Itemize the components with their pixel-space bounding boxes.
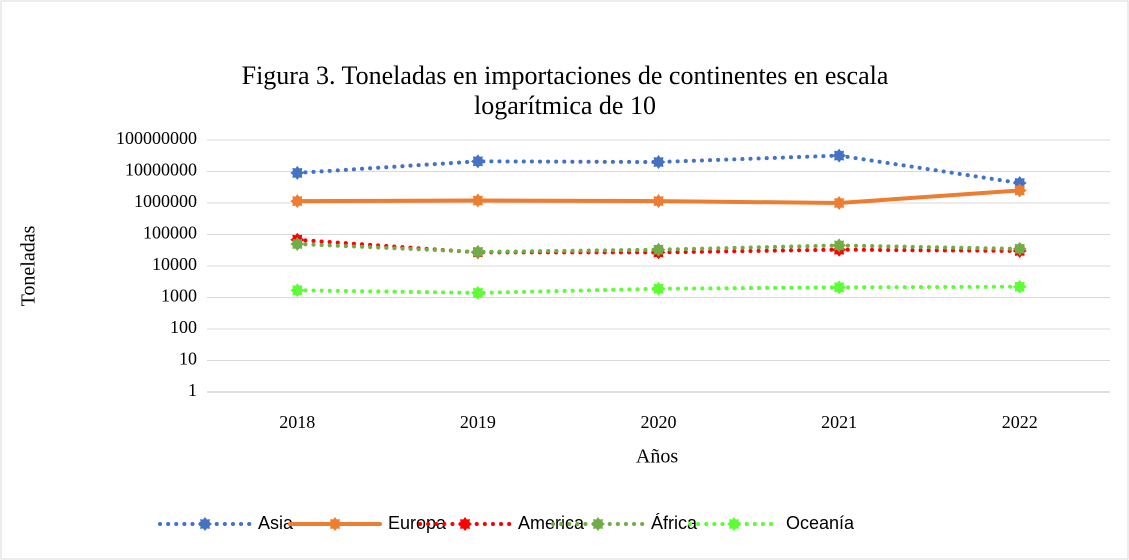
y-tick-label: 1000000 — [134, 191, 197, 211]
point-marker — [290, 283, 305, 298]
point-marker — [1012, 241, 1027, 256]
point-marker — [651, 155, 666, 169]
y-axis-label: Toneladas — [18, 225, 40, 306]
y-tick-label: 1 — [188, 380, 197, 400]
point-marker — [470, 244, 485, 259]
point-marker — [470, 285, 485, 300]
point-marker — [290, 165, 305, 180]
series-line — [295, 284, 1022, 295]
x-tick-label: 2022 — [1002, 412, 1038, 432]
chart-title: Figura 3. Toneladas en importaciones de … — [242, 61, 889, 90]
x-tick-label: 2019 — [460, 412, 496, 432]
legend-label: Oceanía — [786, 513, 855, 533]
legend-marker — [328, 517, 342, 531]
y-tick-label: 10000 — [152, 254, 197, 274]
y-tick-label: 10 — [179, 349, 197, 369]
point-marker — [1012, 279, 1027, 294]
series-line — [295, 241, 1022, 254]
legend-marker — [198, 517, 212, 531]
point-marker — [651, 281, 666, 296]
legend-marker — [458, 517, 472, 531]
legend-label: África — [651, 513, 698, 533]
point-marker — [470, 154, 485, 169]
point-marker — [290, 194, 305, 209]
x-tick-label: 2018 — [279, 412, 315, 432]
y-tick-label: 100 — [170, 317, 197, 337]
x-tick-label: 2020 — [641, 412, 677, 432]
point-marker — [651, 194, 666, 209]
x-axis-label: Años — [636, 446, 678, 468]
y-tick-label: 1000 — [161, 286, 197, 306]
legend-marker — [591, 517, 605, 531]
series-line — [295, 153, 1022, 186]
point-marker — [290, 237, 305, 251]
point-marker — [832, 148, 847, 163]
legend-label: Asia — [258, 513, 294, 533]
point-marker — [1012, 183, 1027, 198]
point-marker — [832, 196, 847, 210]
legend-marker — [727, 517, 741, 531]
y-tick-label: 10000000 — [125, 160, 197, 180]
x-tick-label: 2021 — [821, 412, 857, 432]
legend-label: Europa — [388, 513, 447, 533]
point-marker — [651, 242, 666, 257]
chart-title: logarítmica de 10 — [474, 91, 656, 120]
point-marker — [832, 238, 847, 253]
y-tick-label: 100000 — [143, 223, 197, 243]
point-marker — [470, 193, 485, 208]
point-marker — [832, 280, 847, 295]
y-tick-label: 100000000 — [116, 128, 197, 148]
